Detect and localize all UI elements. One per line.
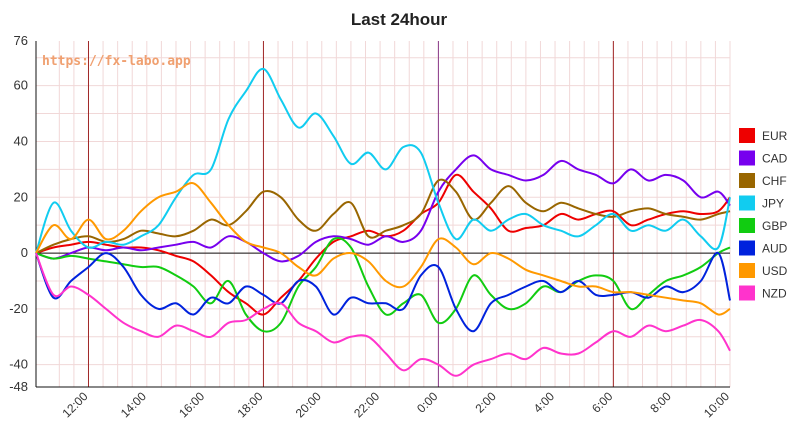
series-line-usd bbox=[35, 182, 731, 316]
legend-item-cad[interactable]: CAD bbox=[739, 150, 788, 166]
legend-label: CHF bbox=[762, 174, 787, 188]
legend-item-eur[interactable]: EUR bbox=[739, 128, 788, 143]
legend-label: JPY bbox=[762, 197, 784, 211]
legend-item-chf[interactable]: CHF bbox=[739, 173, 787, 188]
y-tick-label: 20 bbox=[14, 189, 28, 204]
x-tick-label: 16:00 bbox=[176, 389, 207, 420]
legend-item-usd[interactable]: USD bbox=[739, 263, 788, 278]
y-tick-label: -40 bbox=[9, 357, 28, 372]
x-tick-label: 18:00 bbox=[234, 389, 265, 420]
legend-swatch bbox=[739, 150, 755, 166]
legend-label: NZD bbox=[762, 287, 787, 301]
x-tick-label: 4:00 bbox=[531, 389, 558, 416]
x-tick-label: 8:00 bbox=[647, 389, 674, 416]
x-tick-label: 20:00 bbox=[293, 389, 324, 420]
series-line-chf bbox=[35, 178, 731, 255]
legend[interactable]: EUR CAD CHF JPY GBP AUD USD NZD bbox=[739, 128, 788, 301]
legend-swatch bbox=[739, 240, 755, 256]
legend-label: AUD bbox=[762, 242, 788, 256]
legend-item-aud[interactable]: AUD bbox=[739, 240, 788, 256]
series-lines bbox=[35, 67, 731, 377]
legend-item-nzd[interactable]: NZD bbox=[739, 285, 787, 301]
y-tick-label: -48 bbox=[9, 379, 28, 394]
y-tick-label: -20 bbox=[9, 301, 28, 316]
series-line-jpy bbox=[35, 67, 731, 254]
y-tick-label: 40 bbox=[14, 133, 28, 148]
x-tick-label: 6:00 bbox=[589, 389, 616, 416]
series-line-cad bbox=[35, 154, 731, 263]
x-tick-label: 12:00 bbox=[59, 389, 90, 420]
x-tick-label: 0:00 bbox=[414, 389, 441, 416]
session-markers bbox=[87, 41, 614, 387]
legend-swatch bbox=[739, 285, 755, 301]
legend-swatch bbox=[739, 173, 755, 188]
legend-swatch bbox=[739, 263, 755, 278]
series-line-gbp bbox=[35, 236, 731, 333]
y-tick-label: 60 bbox=[14, 78, 28, 93]
legend-swatch bbox=[739, 128, 755, 143]
legend-label: GBP bbox=[762, 219, 787, 233]
y-tick-label: 0 bbox=[21, 245, 28, 260]
legend-swatch bbox=[739, 218, 755, 233]
series-line-aud bbox=[35, 252, 731, 333]
chart-title: Last 24hour bbox=[351, 10, 448, 29]
axes bbox=[35, 41, 730, 388]
legend-item-gbp[interactable]: GBP bbox=[739, 218, 787, 233]
x-tick-label: 2:00 bbox=[472, 389, 499, 416]
legend-swatch bbox=[739, 195, 755, 211]
x-tick-label: 10:00 bbox=[701, 389, 732, 420]
legend-label: USD bbox=[762, 264, 788, 278]
legend-label: EUR bbox=[762, 129, 788, 143]
y-tick-label: 76 bbox=[14, 33, 28, 48]
series-line-nzd bbox=[35, 252, 731, 377]
legend-item-jpy[interactable]: JPY bbox=[739, 195, 784, 211]
legend-label: CAD bbox=[762, 152, 788, 166]
x-tick-label: 22:00 bbox=[351, 389, 382, 420]
watermark-text: https://fx-labo.app bbox=[42, 54, 191, 69]
x-tick-label: 14:00 bbox=[118, 389, 149, 420]
